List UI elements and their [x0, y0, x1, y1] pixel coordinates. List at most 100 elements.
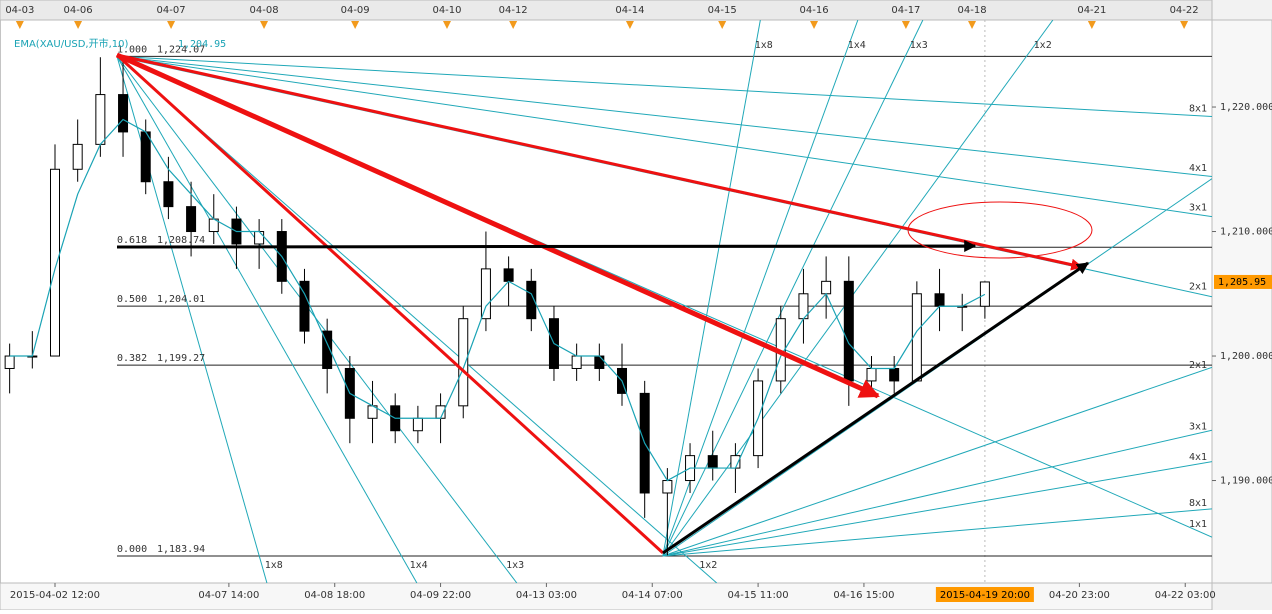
- fan-label: 8x1: [1189, 104, 1207, 115]
- fan-label: 8x1: [1189, 498, 1207, 509]
- date-marker: [1087, 21, 1096, 29]
- y-tick-label: 1,220.000: [1220, 102, 1272, 113]
- fan-line: [662, 366, 1212, 557]
- candle-body: [254, 231, 265, 245]
- x-tick-label: 04-07 14:00: [198, 590, 259, 601]
- cursor-box: [935, 587, 1034, 602]
- date-marker: [1180, 21, 1189, 29]
- date-label: 04-03: [5, 5, 34, 16]
- candle-body: [118, 94, 129, 133]
- y-tick-label: 1,200.000: [1220, 351, 1272, 362]
- fan-line: [662, 20, 761, 557]
- cursor-label: 2015-04-19 20:00: [940, 590, 1030, 601]
- date-label: 04-14: [615, 5, 644, 16]
- current-price-box: [1214, 274, 1272, 289]
- fib-label: 1,183.94: [157, 544, 205, 555]
- date-label: 04-07: [157, 5, 186, 16]
- date-label: 04-12: [499, 5, 528, 16]
- fan-label: 3x1: [1189, 203, 1207, 214]
- x-tick-label: 04-13 03:00: [516, 590, 577, 601]
- top-axis: [0, 0, 1213, 21]
- candle-body: [571, 355, 582, 369]
- fan-label: 3x1: [1189, 421, 1207, 432]
- fib-label: 1,208.74: [157, 235, 205, 246]
- date-marker: [167, 21, 176, 29]
- x-tick-label: 04-20 23:00: [1049, 590, 1110, 601]
- date-marker: [718, 21, 727, 29]
- fan-label: 1x8: [265, 560, 283, 571]
- date-marker: [442, 21, 451, 29]
- candle-body: [662, 480, 673, 494]
- date-marker: [15, 21, 24, 29]
- black-arrow: [116, 240, 977, 253]
- fan-line: [116, 55, 1212, 218]
- legend-value: 1,204.95: [178, 39, 226, 50]
- candle-body: [299, 280, 310, 332]
- fan-label: 1x3: [506, 560, 524, 571]
- fan-label: 1x3: [910, 40, 928, 51]
- annotations: [115, 52, 1093, 555]
- fan-line: [662, 429, 1212, 557]
- y-tick-label: 1,190.000: [1220, 476, 1272, 487]
- legend-text: EMA(XAU/USD,开市,10): [14, 37, 129, 50]
- date-label: 04-08: [250, 5, 279, 16]
- candle-body: [526, 280, 537, 320]
- fib-ratio: 0.000: [117, 544, 147, 555]
- fan-label: 2x1: [1189, 282, 1207, 293]
- fan-line: [662, 20, 924, 557]
- x-tick-label: 2015-04-02 12:00: [10, 590, 100, 601]
- candle-body: [594, 355, 605, 369]
- candle-body: [4, 355, 15, 369]
- candle-body: [979, 281, 990, 307]
- date-label: 04-06: [64, 5, 93, 16]
- fan-line: [662, 461, 1212, 557]
- red-line: [115, 53, 665, 555]
- date-marker: [74, 21, 83, 29]
- current-price-label: 1,205.95: [1218, 277, 1266, 288]
- candle-body: [186, 206, 197, 233]
- candle-body: [163, 181, 174, 208]
- candle-body: [72, 143, 83, 170]
- date-label: 04-17: [891, 5, 920, 16]
- red-ellipse: [907, 201, 1093, 259]
- fan-label: 1x2: [1034, 40, 1052, 51]
- fib-ratio: 0.618: [117, 235, 147, 246]
- date-label: 04-15: [708, 5, 737, 16]
- fib-label: 1,199.27: [157, 353, 205, 364]
- x-tick-label: 04-09 22:00: [410, 590, 471, 601]
- candle-body: [412, 417, 423, 432]
- candle-body: [95, 94, 106, 145]
- fan-label: 1x4: [848, 40, 866, 51]
- fib-ratio: 0.500: [117, 294, 147, 305]
- plot-area: [0, 19, 1213, 584]
- date-marker: [509, 21, 518, 29]
- fan-line: [662, 20, 1054, 557]
- x-tick-label: 04-08 18:00: [304, 590, 365, 601]
- candle-body: [707, 455, 718, 469]
- date-label: 04-09: [341, 5, 370, 16]
- fan-line: [116, 55, 1212, 117]
- date-marker: [351, 21, 360, 29]
- fan-label: 1x2: [699, 560, 717, 571]
- date-label: 04-22: [1170, 5, 1199, 16]
- candle-body: [480, 268, 491, 320]
- x-tick-label: 04-16 15:00: [833, 590, 894, 601]
- candle-body: [503, 268, 514, 282]
- red-arrow: [116, 53, 1084, 271]
- x-tick-label: 04-22 03:00: [1155, 590, 1216, 601]
- date-label: 04-18: [958, 5, 987, 16]
- candle-body: [49, 168, 60, 357]
- x-tick-label: 04-14 07:00: [622, 590, 683, 601]
- fib-label: 1,204.01: [157, 294, 205, 305]
- fan-line: [116, 56, 418, 583]
- fan-line: [116, 55, 718, 583]
- date-marker: [810, 21, 819, 29]
- y-tick-label: 1,210.000: [1220, 227, 1272, 238]
- date-label: 04-21: [1077, 5, 1106, 16]
- candle-body: [889, 367, 900, 382]
- fan-label: 1x4: [410, 560, 428, 571]
- candle-body: [934, 293, 945, 307]
- candle-body: [866, 367, 877, 382]
- fib-ratio: 0.382: [117, 353, 147, 364]
